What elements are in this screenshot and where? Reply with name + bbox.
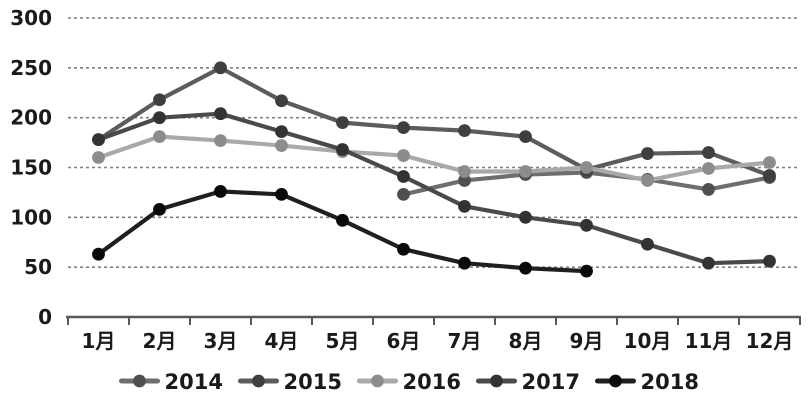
series-2016-point [153,130,166,144]
x-axis-label: 7月 [448,329,482,353]
legend-label-2014: 2014 [165,370,223,394]
series-2018-point [275,188,288,201]
series-2018-point [336,213,349,227]
legend-label-2018: 2018 [641,370,699,394]
series-2017-point [580,218,593,232]
series-2015-point [153,93,166,107]
series-2017-point [92,133,105,146]
y-axis-label: 250 [10,56,52,80]
x-axis-label: 5月 [326,329,360,353]
x-axis-label: 6月 [387,329,421,353]
series-2017-point [763,254,776,268]
series-2015-point [519,130,532,144]
y-axis-label: 100 [10,205,52,229]
series-2016-point [702,162,715,175]
series-2016-point [397,149,410,162]
series-2015-point [763,169,776,182]
legend-label-2015: 2015 [284,370,342,394]
x-axis-label: 3月 [204,329,238,353]
series-2017-point [519,210,532,224]
legend-marker-dot-2015 [252,374,265,388]
series-2018-point [214,185,227,198]
y-axis-label: 300 [10,6,52,30]
x-axis-label: 10月 [624,329,672,353]
series-2015-point [702,146,715,159]
x-axis-label: 11月 [685,329,733,353]
series-2017-point [641,237,654,251]
series-2017-point [702,256,715,270]
legend-label-2016: 2016 [403,370,461,394]
x-axis-label: 9月 [570,329,604,353]
series-2015-point [458,124,471,138]
series-2018-point [153,202,166,216]
series-2014-point [702,183,715,196]
series-2018-point [519,261,532,275]
series-2017-line [96,111,772,266]
series-2015-point [336,116,349,130]
series-2015-line [96,65,772,178]
series-2017-point [397,170,410,183]
series-2017-point [153,111,166,125]
series-2017-point [336,143,349,156]
series-2016-point [519,165,532,178]
series-2016-point [214,134,227,147]
series-2018-point [397,242,410,256]
legend-marker-dot-2016 [371,374,384,388]
series-2016-point [92,151,105,164]
x-axis-label: 12月 [746,329,794,353]
series-2015-point [641,147,654,160]
x-axis-label: 2月 [143,329,177,353]
series-2017-point [214,107,227,121]
series-2016-point [763,156,776,169]
series-2018-point [92,247,105,261]
y-axis-label: 50 [24,255,52,279]
legend-marker-dot-2014 [133,374,146,388]
series-2016-point [641,174,654,187]
series-2016-line [96,134,772,183]
x-axis-label: 8月 [509,329,543,353]
series-2014-point [397,188,410,201]
series-2018-point [580,264,593,278]
x-axis-label: 4月 [265,329,299,353]
legend-label-2017: 2017 [522,370,580,394]
series-2015-point [397,121,410,135]
series-2018-line [96,189,589,274]
series-2016-point [458,165,471,178]
series-2018-point [458,256,471,270]
y-axis-label: 150 [10,156,52,180]
series-2017-point [458,199,471,213]
series-2014-point [458,174,471,187]
legend-marker-dot-2017 [490,374,503,388]
series-2017-point [275,125,288,139]
series-2016-point [580,161,593,174]
series-2015-point [275,94,288,108]
y-axis-label: 0 [38,305,52,329]
y-axis-label: 200 [10,106,52,130]
series-2016-point [275,139,288,152]
x-axis-label: 1月 [82,329,116,353]
series-2015-point [214,61,227,75]
legend-marker-dot-2018 [609,374,622,388]
